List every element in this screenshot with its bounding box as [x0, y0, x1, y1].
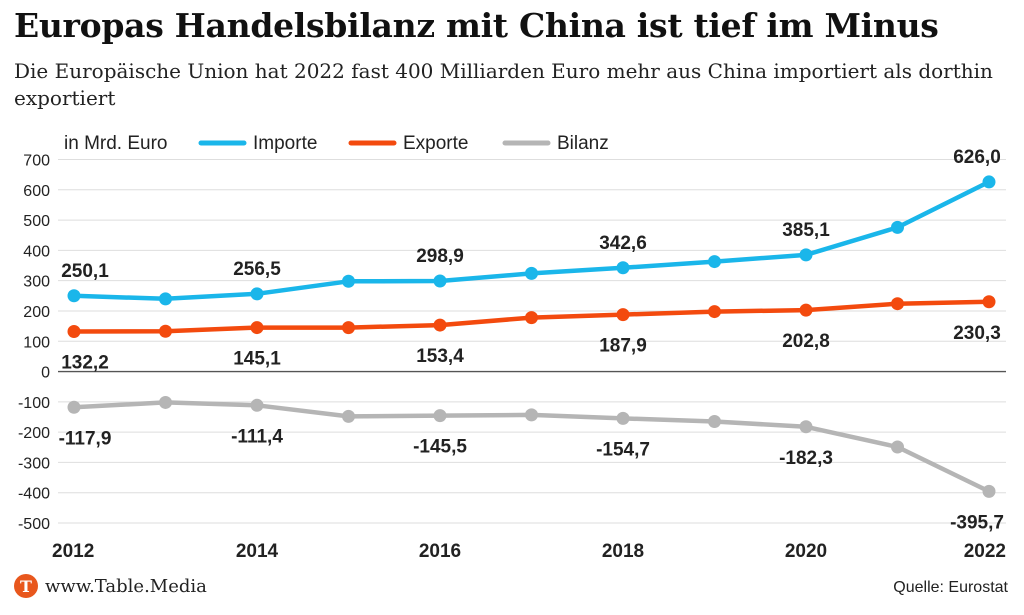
- unit-label: in Mrd. Euro: [64, 133, 167, 154]
- data-label-exporte-2012: 132,2: [61, 352, 109, 373]
- legend-label-exporte: Exporte: [403, 133, 468, 154]
- data-label-importe-2016: 298,9: [416, 246, 464, 267]
- data-point-bilanz-2020: [799, 420, 813, 434]
- brand-logo[interactable]: T www.Table.Media: [14, 574, 207, 598]
- data-point-importe-2016: [433, 274, 447, 288]
- y-tick-label: 300: [23, 274, 50, 291]
- data-point-exporte-2019: [708, 305, 721, 319]
- x-tick-label: 2016: [419, 541, 461, 562]
- data-label-bilanz-2020: -182,3: [779, 448, 833, 469]
- y-tick-label: -100: [18, 395, 50, 412]
- data-point-importe-2013: [159, 292, 172, 306]
- source-note: Quelle: Eurostat: [893, 579, 1008, 596]
- table-media-logo-icon: T: [14, 574, 38, 598]
- data-point-exporte-2020: [799, 303, 813, 317]
- series-lines: [67, 175, 996, 498]
- data-label-importe-2020: 385,1: [782, 220, 830, 241]
- data-label-bilanz-2016: -145,5: [413, 437, 467, 458]
- legend: in Mrd. Euro Importe Exporte Bilanz: [64, 133, 609, 154]
- data-label-bilanz-2018: -154,7: [596, 439, 650, 460]
- y-tick-label: 500: [23, 213, 50, 230]
- chart-title: Europas Handelsbilanz mit China ist tief…: [14, 6, 939, 45]
- data-label-bilanz-2012: -117,9: [59, 428, 112, 449]
- legend-label-importe: Importe: [253, 133, 317, 154]
- data-label-importe-2018: 342,6: [599, 233, 647, 254]
- x-tick-label: 2018: [602, 541, 644, 562]
- data-point-importe-2021: [891, 220, 904, 234]
- data-point-exporte-2016: [433, 318, 447, 332]
- data-label-exporte-2022: 230,3: [953, 323, 1001, 344]
- x-axis-tick-labels: 2012 2014 2016 2018 2020 2022: [52, 541, 1006, 562]
- data-point-bilanz-2012: [67, 400, 81, 414]
- data-point-exporte-2022: [982, 295, 996, 309]
- y-tick-label: -200: [18, 425, 50, 442]
- y-axis-tick-labels: 700 600 500 400 300 200 100 0 -100 -200 -300 -400 -5…: [18, 153, 50, 534]
- data-point-importe-2020: [799, 248, 813, 262]
- legend-label-bilanz: Bilanz: [557, 133, 609, 154]
- data-label-exporte-2016: 153,4: [416, 346, 464, 367]
- data-point-bilanz-2022: [982, 484, 996, 498]
- data-point-exporte-2017: [525, 311, 538, 325]
- data-point-importe-2012: [67, 289, 81, 303]
- data-point-importe-2014: [250, 287, 264, 301]
- data-point-bilanz-2019: [708, 415, 721, 429]
- data-point-importe-2018: [616, 261, 630, 275]
- data-label-exporte-2014: 145,1: [233, 349, 281, 370]
- data-point-importe-2022: [982, 175, 996, 189]
- data-point-bilanz-2015: [342, 409, 355, 423]
- data-point-bilanz-2014: [250, 398, 264, 412]
- gridlines: [58, 159, 1006, 524]
- data-point-importe-2015: [342, 274, 355, 288]
- series-line-importe: [71, 179, 992, 302]
- y-tick-label: 200: [23, 304, 50, 321]
- data-label-importe-2014: 256,5: [233, 259, 281, 280]
- data-point-bilanz-2021: [891, 440, 904, 454]
- data-point-exporte-2021: [891, 297, 904, 311]
- y-tick-label: 0: [41, 365, 50, 382]
- data-point-exporte-2018: [616, 308, 630, 322]
- x-tick-label: 2020: [785, 541, 827, 562]
- data-label-exporte-2018: 187,9: [599, 336, 647, 357]
- y-tick-label: -500: [18, 516, 50, 533]
- data-point-bilanz-2017: [525, 408, 538, 422]
- brand-url[interactable]: www.Table.Media: [45, 575, 207, 597]
- data-point-exporte-2014: [250, 321, 264, 335]
- data-point-exporte-2015: [342, 321, 355, 335]
- data-label-bilanz-2022: -395,7: [950, 512, 1004, 533]
- y-tick-label: 400: [23, 243, 50, 260]
- data-label-exporte-2020: 202,8: [782, 331, 830, 352]
- data-point-bilanz-2013: [159, 395, 172, 409]
- data-point-bilanz-2016: [433, 409, 447, 423]
- x-tick-label: 2014: [236, 541, 279, 562]
- y-tick-label: -300: [18, 455, 50, 472]
- data-point-exporte-2013: [159, 324, 172, 338]
- y-tick-label: 700: [23, 153, 50, 170]
- y-tick-label: 100: [23, 334, 50, 351]
- y-tick-label: -400: [18, 486, 50, 503]
- data-label-importe-2012: 250,1: [61, 261, 109, 282]
- chart-subtitle: Die Europäische Union hat 2022 fast 400 …: [14, 59, 993, 110]
- data-labels: 250,1 256,5 298,9 342,6 385,1 626,0 132,2 145,1…: [59, 147, 1004, 533]
- x-tick-label: 2012: [52, 541, 94, 562]
- data-point-exporte-2012: [67, 324, 81, 338]
- data-label-importe-2022: 626,0: [953, 147, 1001, 168]
- y-tick-label: 600: [23, 183, 50, 200]
- data-point-importe-2017: [525, 266, 538, 280]
- data-label-bilanz-2014: -111,4: [231, 426, 283, 447]
- x-tick-label: 2022: [964, 541, 1006, 562]
- data-point-bilanz-2018: [616, 411, 630, 425]
- data-point-importe-2019: [708, 255, 721, 269]
